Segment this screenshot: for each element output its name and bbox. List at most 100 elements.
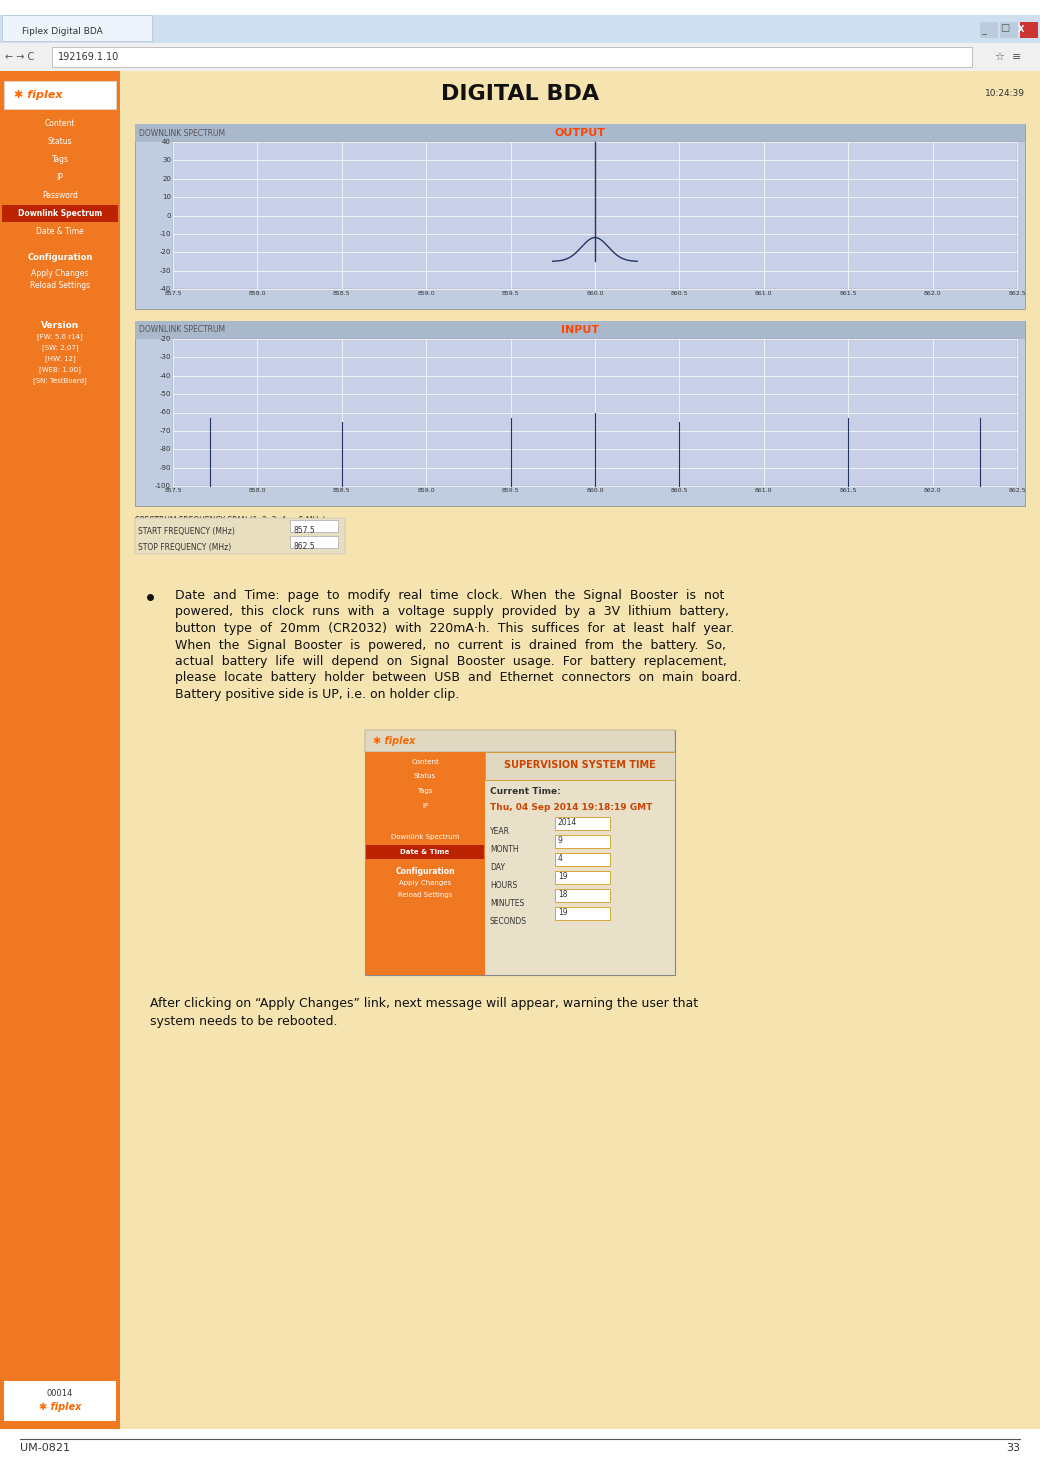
- Text: Fiplex Digital BDA: Fiplex Digital BDA: [22, 27, 103, 36]
- Text: Reload Settings: Reload Settings: [30, 281, 90, 290]
- Bar: [135, 124, 1025, 142]
- Text: 862.0: 862.0: [924, 290, 941, 296]
- Bar: [52, 47, 972, 67]
- Text: -90: -90: [159, 465, 171, 471]
- Text: 862.5: 862.5: [293, 542, 315, 551]
- Text: INPUT: INPUT: [561, 324, 599, 335]
- Text: button  type  of  20mm  (CR2032)  with  220mA·h.  This  suffices  for  at  least: button type of 20mm (CR2032) with 220mA·…: [175, 622, 734, 635]
- Text: 857.5: 857.5: [293, 526, 315, 535]
- Text: 859.0: 859.0: [417, 489, 435, 493]
- Text: ✱ fiplex: ✱ fiplex: [14, 90, 62, 101]
- Text: YEAR: YEAR: [490, 828, 510, 837]
- Text: [SN: TestBoard]: [SN: TestBoard]: [33, 378, 87, 385]
- Bar: [4, 1380, 116, 1420]
- Text: 862.0: 862.0: [924, 489, 941, 493]
- Bar: [120, 71, 1040, 116]
- Text: 20: 20: [162, 176, 171, 182]
- Bar: [135, 518, 345, 554]
- Text: Current Time:: Current Time:: [490, 788, 561, 797]
- Text: 862.5: 862.5: [1008, 489, 1025, 493]
- Text: Password: Password: [42, 191, 78, 200]
- Text: DAY: DAY: [490, 863, 505, 872]
- Bar: [555, 853, 610, 865]
- Text: 861.0: 861.0: [755, 290, 773, 296]
- Text: 859.5: 859.5: [501, 489, 519, 493]
- Text: -40: -40: [159, 286, 171, 292]
- Bar: [2, 204, 118, 222]
- Text: 861.0: 861.0: [755, 489, 773, 493]
- Text: [SW: 2.07]: [SW: 2.07]: [42, 345, 78, 351]
- Bar: [365, 751, 485, 974]
- Text: Battery positive side is UP, i.e. on holder clip.: Battery positive side is UP, i.e. on hol…: [175, 689, 460, 701]
- Bar: [555, 889, 610, 902]
- Text: 858.5: 858.5: [333, 489, 350, 493]
- Text: DOWNLINK SPECTRUM: DOWNLINK SPECTRUM: [139, 129, 225, 138]
- Text: 00014: 00014: [47, 1389, 73, 1398]
- Text: SUPERVISION SYSTEM TIME: SUPERVISION SYSTEM TIME: [504, 761, 656, 770]
- Text: Configuration: Configuration: [395, 866, 454, 875]
- Text: ✱ fiplex: ✱ fiplex: [38, 1403, 81, 1411]
- Text: 19: 19: [558, 872, 568, 881]
- Text: ☆  ≡: ☆ ≡: [995, 52, 1021, 62]
- Text: Reload Settings: Reload Settings: [398, 893, 452, 899]
- Text: 862.5: 862.5: [1008, 290, 1025, 296]
- Text: ✱ fiplex: ✱ fiplex: [373, 736, 415, 745]
- Text: please  locate  battery  holder  between  USB  and  Ethernet  connectors  on  ma: please locate battery holder between USB…: [175, 671, 742, 684]
- Text: After clicking on “Apply Changes” link, next message will appear, warning the us: After clicking on “Apply Changes” link, …: [150, 997, 698, 1010]
- Text: MONTH: MONTH: [490, 846, 519, 855]
- Text: actual  battery  life  will  depend  on  Signal  Booster  usage.  For  battery  : actual battery life will depend on Signa…: [175, 655, 727, 668]
- Text: 2014: 2014: [558, 818, 577, 826]
- Bar: [0, 43, 1040, 71]
- Text: MINUTES: MINUTES: [490, 899, 524, 908]
- Text: [HW: 12]: [HW: 12]: [45, 355, 75, 363]
- Text: HOURS: HOURS: [490, 881, 517, 890]
- Text: ← → C: ← → C: [5, 52, 34, 62]
- Bar: [980, 22, 998, 39]
- Text: Configuration: Configuration: [27, 253, 93, 262]
- Bar: [0, 0, 1040, 15]
- Bar: [365, 730, 675, 974]
- Text: Tags: Tags: [52, 156, 69, 164]
- Text: 860.5: 860.5: [671, 290, 688, 296]
- Text: 858.0: 858.0: [249, 290, 266, 296]
- Bar: [173, 142, 1017, 289]
- Bar: [4, 81, 116, 110]
- Text: 19: 19: [558, 908, 568, 917]
- Text: 10:24:39: 10:24:39: [985, 89, 1025, 99]
- Text: 859.0: 859.0: [417, 290, 435, 296]
- Bar: [173, 339, 1017, 486]
- Text: 9: 9: [558, 835, 563, 846]
- Text: [FW: 5.0 r14]: [FW: 5.0 r14]: [37, 333, 83, 341]
- Text: 860.5: 860.5: [671, 489, 688, 493]
- Text: -20: -20: [159, 336, 171, 342]
- Text: □: □: [1000, 24, 1009, 33]
- Text: Content: Content: [411, 758, 439, 764]
- Text: UM-0821: UM-0821: [20, 1442, 70, 1453]
- Text: Content: Content: [45, 120, 75, 129]
- Bar: [555, 906, 610, 920]
- Text: 857.5: 857.5: [164, 290, 182, 296]
- Text: SPECTRUM FREQUENCY SPAN (1, 2, 3, 4 or 5 MHz): SPECTRUM FREQUENCY SPAN (1, 2, 3, 4 or 5…: [135, 515, 326, 524]
- Text: Thu, 04 Sep 2014 19:18:19 GMT: Thu, 04 Sep 2014 19:18:19 GMT: [490, 804, 652, 813]
- Bar: [555, 834, 610, 847]
- Text: Date & Time: Date & Time: [36, 228, 84, 237]
- Text: -70: -70: [159, 428, 171, 434]
- Text: powered,  this  clock  runs  with  a  voltage  supply  provided  by  a  3V  lith: powered, this clock runs with a voltage …: [175, 606, 729, 619]
- Text: -30: -30: [159, 354, 171, 360]
- Text: -30: -30: [159, 268, 171, 274]
- Text: system needs to be rebooted.: system needs to be rebooted.: [150, 1014, 338, 1028]
- Bar: [135, 321, 1025, 339]
- Bar: [1000, 22, 1018, 39]
- Text: 861.5: 861.5: [839, 489, 857, 493]
- Bar: [366, 844, 484, 859]
- Bar: [485, 751, 675, 779]
- Text: Date & Time: Date & Time: [400, 849, 449, 855]
- Text: Tags: Tags: [417, 788, 433, 794]
- Text: 30: 30: [162, 157, 171, 163]
- Text: OUTPUT: OUTPUT: [554, 127, 605, 138]
- Text: -100: -100: [155, 483, 171, 489]
- Text: When  the  Signal  Booster  is  powered,  no  current  is  drained  from  the  b: When the Signal Booster is powered, no c…: [175, 638, 726, 652]
- Text: X: X: [1018, 25, 1024, 34]
- Text: -20: -20: [159, 249, 171, 255]
- Bar: [135, 321, 1025, 507]
